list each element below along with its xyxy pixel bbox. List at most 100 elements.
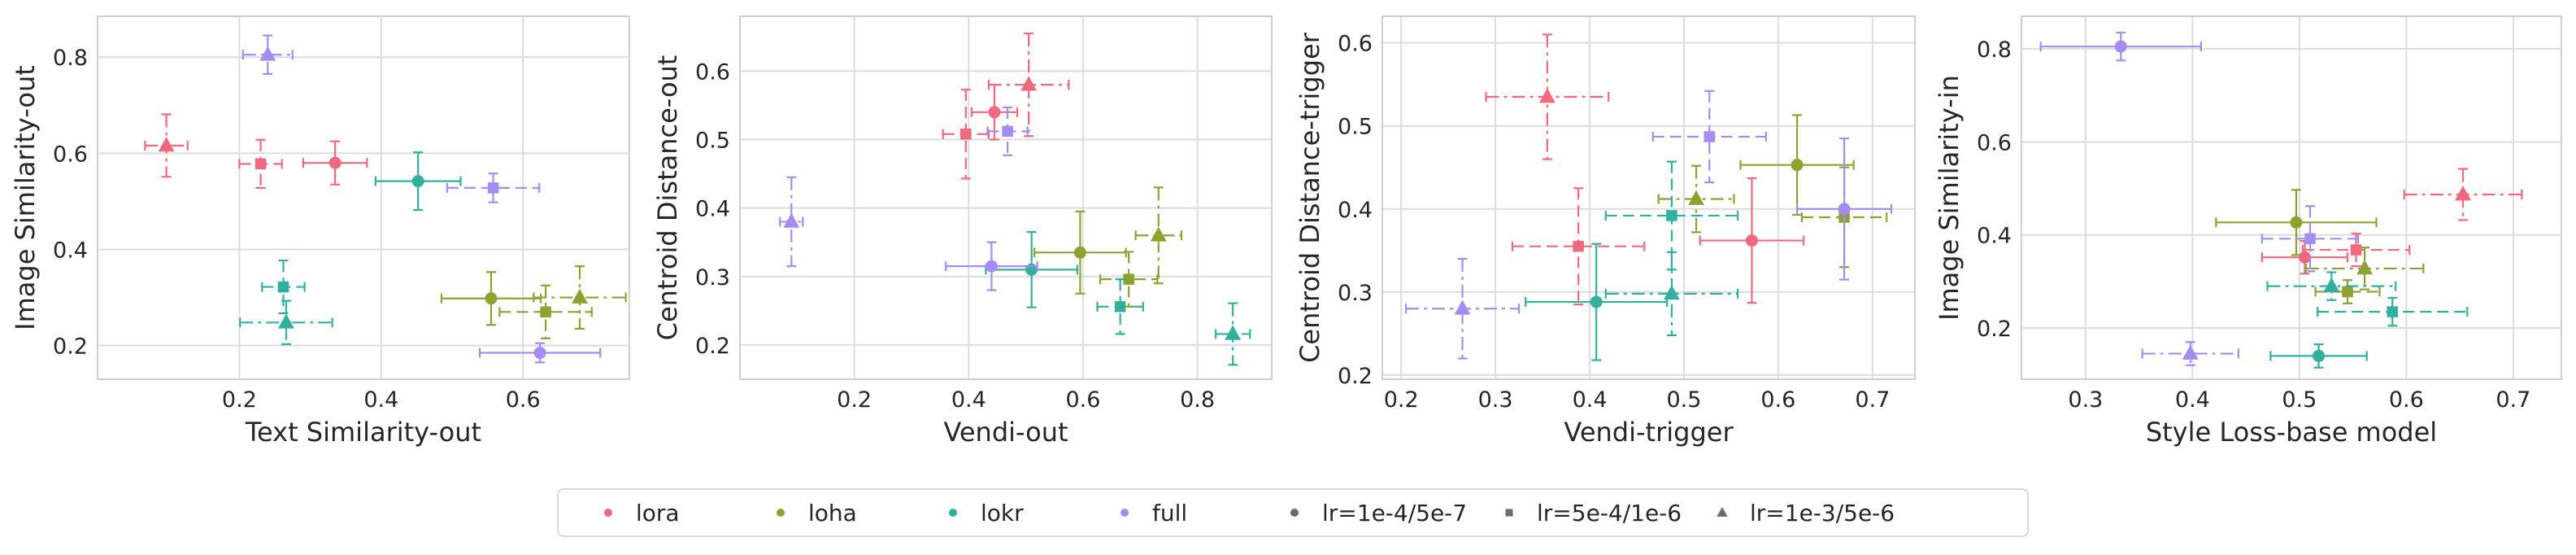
- x-tick-label: 0.2: [222, 387, 257, 413]
- x-tick-label: 0.7: [1855, 387, 1890, 413]
- plot-frame: [1382, 15, 1916, 380]
- data-point-full-lr1: [1795, 137, 1893, 281]
- data-point-lokr-lr1: [985, 230, 1079, 308]
- legend-item-lokr: lokr: [949, 500, 1024, 527]
- x-tick-label: 0.3: [2068, 387, 2103, 413]
- legend-label: lr=5e-4/1e-6: [1537, 500, 1682, 527]
- panel-1: 0.2 0.4 0.6 0.2 0.4 0.6 0.8 Text Similarity-out…: [10, 15, 630, 448]
- y-tick-label: 0.4: [1338, 198, 1373, 223]
- marker-lora-lr2: [960, 128, 972, 140]
- data-point-lora-lr1: [302, 140, 368, 186]
- legend-marker: [1290, 509, 1299, 517]
- data-point-lora-lr3: [144, 113, 189, 178]
- data-point-lora-lr3: [987, 32, 1070, 138]
- data-point-full-lr1: [478, 342, 602, 364]
- data-point-full-lr2: [446, 173, 541, 203]
- data-point-lora-lr2: [942, 88, 990, 180]
- marker-full-lr2: [2304, 233, 2316, 245]
- chart-panels: 0.2 0.4 0.6 0.2 0.4 0.6 0.8 Text Similarity-out…: [10, 15, 2562, 448]
- legend-marker: [777, 509, 785, 517]
- marker-full-lr3: [1454, 299, 1471, 315]
- panel-2: 0.2 0.4 0.6 0.8 0.2 0.3 0.4 0.5 0.6 Vendi-out Cent…: [652, 15, 1273, 448]
- y-tick-label: 0.2: [1338, 364, 1373, 389]
- legend-marker: [1505, 509, 1513, 517]
- marker-lora-lr3: [2455, 186, 2471, 201]
- marker-loha-lr2: [1123, 273, 1134, 285]
- marker-lokr-lr2: [1114, 301, 1126, 312]
- data-point-lokr-lr2: [2317, 296, 2469, 327]
- marker-lokr-lr3: [1225, 325, 1242, 340]
- data-point-loha-lr3: [1134, 186, 1182, 285]
- y-tick-label: 0.2: [1977, 317, 2012, 342]
- y-tick-label: 0.8: [53, 46, 88, 71]
- marker-lora-lr2: [2350, 244, 2362, 256]
- data-point-lora-lr1: [1699, 177, 1805, 304]
- data-point-lora-lr2: [1511, 187, 1646, 306]
- marker-loha-lr2: [540, 306, 551, 318]
- marker-lora-lr3: [158, 137, 175, 152]
- data-point-lokr-lr1: [374, 151, 462, 212]
- legend-marker: [949, 509, 957, 517]
- marker-loha-lr2: [2342, 286, 2353, 298]
- marker-full-lr1: [533, 347, 546, 360]
- x-tick-label: 0.6: [506, 387, 541, 413]
- marker-full-lr3: [2182, 344, 2199, 360]
- marker-loha-lr3: [2356, 260, 2373, 275]
- x-tick-label: 0.4: [951, 387, 986, 413]
- marker-lokr-lr2: [277, 281, 289, 293]
- y-tick-label: 0.2: [53, 334, 88, 360]
- marker-lokr-lr2: [1666, 210, 1677, 221]
- legend-label: loha: [808, 500, 857, 527]
- data-point-loha-lr3: [1657, 164, 1735, 234]
- legend-marker: [1717, 506, 1728, 517]
- y-tick-label: 0.6: [1977, 130, 2012, 155]
- data-point-lokr-lr2: [261, 259, 306, 315]
- legend-marker: [604, 509, 612, 517]
- data-point-full-lr3: [242, 34, 294, 75]
- data-point-loha-lr3: [533, 265, 627, 330]
- legend-label: lokr: [981, 500, 1024, 527]
- panel-3: 0.2 0.3 0.4 0.5 0.6 0.7 0.2 0.3 0.4 0.5 0.6 Vendi-t…: [1295, 15, 1916, 448]
- plot-frame: [97, 15, 630, 380]
- legend-marker: [1120, 509, 1129, 517]
- data-point-lokr-lr2: [1096, 278, 1144, 335]
- y-tick-label: 0.4: [53, 238, 88, 264]
- marker-lora-lr3: [1538, 88, 1556, 103]
- y-axis-label: Image Similarity-in: [1934, 75, 1965, 321]
- marker-loha-lr3: [1688, 190, 1704, 205]
- data-point-loha-lr2: [1099, 251, 1159, 308]
- legend-label: lr=1e-4/5e-7: [1322, 500, 1467, 527]
- marker-loha-lr3: [1150, 226, 1167, 242]
- marker-full-lr1: [2114, 40, 2127, 53]
- data-point-full-lr3: [2141, 341, 2240, 366]
- data-point-lokr-lr2: [1604, 160, 1739, 271]
- x-axis-label: Vendi-trigger: [1564, 417, 1734, 448]
- y-tick-label: 0.5: [1338, 115, 1373, 140]
- y-axis-label: Image Similarity-out: [10, 65, 41, 330]
- y-tick-label: 0.4: [1977, 224, 2012, 249]
- data-point-full-lr2: [2261, 205, 2360, 273]
- data-point-lokr-lr3: [2266, 271, 2397, 301]
- y-tick-label: 0.4: [695, 197, 730, 222]
- marker-lora-lr1: [2298, 251, 2311, 264]
- x-tick-label: 0.2: [837, 387, 872, 413]
- plot-frame: [2021, 15, 2562, 380]
- marker-lora-lr1: [1745, 234, 1758, 247]
- marker-lokr-lr3: [1663, 285, 1680, 300]
- data-point-lokr-lr3: [1604, 251, 1739, 337]
- marker-full-lr1: [1838, 203, 1851, 216]
- marker-lora-lr2: [255, 158, 267, 170]
- x-tick-label: 0.6: [1065, 387, 1100, 413]
- marker-loha-lr3: [572, 288, 588, 304]
- data-point-loha-lr1: [440, 271, 542, 326]
- marker-lora-lr2: [1573, 240, 1584, 252]
- legend-item-lr-5e-4-1e-6: lr=5e-4/1e-6: [1505, 500, 1682, 527]
- data-point-loha-lr2: [498, 284, 593, 339]
- y-tick-label: 0.8: [1977, 37, 2012, 63]
- data-point-lora-lr2: [238, 138, 283, 189]
- marker-full-lr2: [1704, 131, 1716, 142]
- y-tick-label: 0.6: [1338, 32, 1373, 57]
- marker-lokr-lr2: [2387, 306, 2399, 317]
- x-axis-label: Text Similarity-out: [245, 417, 481, 448]
